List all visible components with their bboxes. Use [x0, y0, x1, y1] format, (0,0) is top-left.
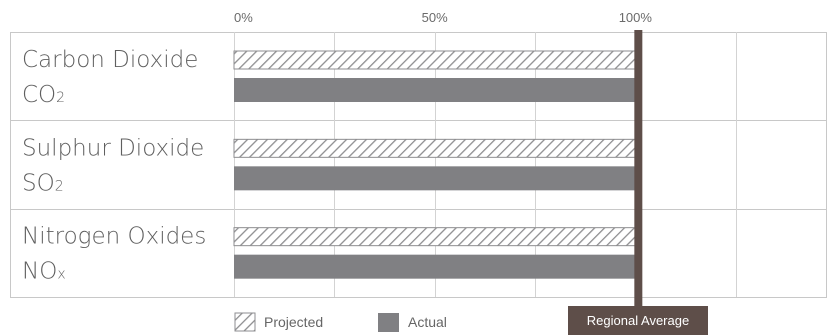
- legend-label-actual: Actual: [408, 314, 447, 330]
- regional-average-marker: Regional Average: [568, 30, 708, 335]
- x-tick-label: 50%: [422, 10, 448, 25]
- legend-swatch-actual: [378, 313, 399, 332]
- bar-projected-0: [233, 50, 636, 70]
- category-name-1: Sulphur Dioxide: [22, 135, 204, 161]
- category-formula-2: NOx: [22, 259, 66, 285]
- legend-swatch-projected: [234, 312, 256, 332]
- legend: Projected Actual: [234, 312, 447, 332]
- category-formula-0: CO2: [22, 82, 65, 108]
- regional-average-line: [634, 30, 643, 308]
- chart-frame: [10, 32, 827, 298]
- bars: [233, 50, 636, 279]
- regional-average-label-bg: [568, 306, 708, 335]
- bar-actual-1: [234, 166, 636, 191]
- x-tick-label: 100%: [619, 10, 653, 25]
- category-formula-1: SO2: [22, 170, 64, 196]
- x-tick-label: 0%: [234, 10, 253, 25]
- grid: [10, 32, 827, 298]
- bar-actual-0: [234, 78, 636, 102]
- bar-projected-2: [233, 227, 636, 247]
- x-axis-ticks: 0% 50% 100%: [234, 10, 652, 25]
- category-name-0: Carbon Dioxide: [22, 47, 198, 73]
- bar-actual-2: [234, 254, 636, 279]
- category-labels: Carbon Dioxide CO2 Sulphur Dioxide SO2 Nitro…: [22, 47, 206, 285]
- bar-projected-1: [233, 138, 636, 158]
- legend-label-projected: Projected: [264, 314, 323, 330]
- regional-average-label: Regional Average: [587, 313, 689, 328]
- category-name-2: Nitrogen Oxides: [22, 224, 206, 250]
